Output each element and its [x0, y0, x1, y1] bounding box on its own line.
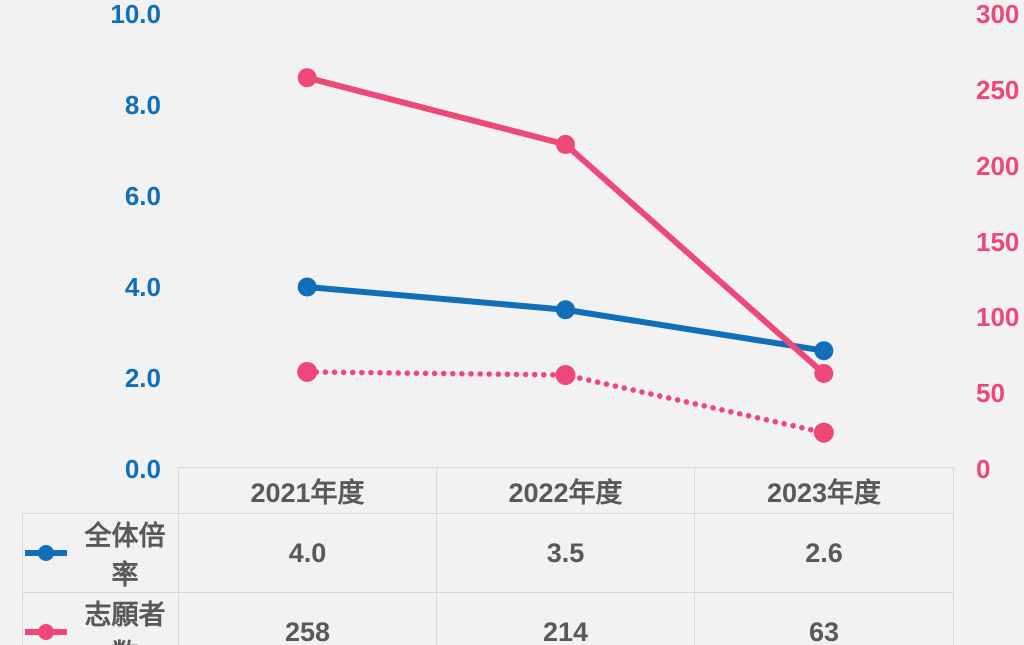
series-line [304, 369, 827, 436]
left-axis-tick-label: 6.0 [124, 181, 161, 211]
left-axis-tick-label: 8.0 [124, 90, 161, 120]
data-point-marker [556, 300, 575, 320]
series-label: 志願者数 [84, 600, 166, 645]
table-corner-cell [23, 468, 179, 514]
year-column-header: 2023年度 [694, 467, 954, 514]
left-axis-tick-label: 4.0 [124, 272, 161, 302]
series-line [306, 74, 826, 376]
right-axis-tick-label: 250 [976, 74, 1020, 105]
data-point-marker [297, 361, 318, 382]
table-header-row: 2021年度 2022年度 2023年度 [23, 467, 954, 514]
pink-solid-line-legend-icon [23, 622, 69, 642]
series-label: 全体倍率 [84, 521, 166, 590]
data-point-marker [556, 134, 575, 154]
right-axis-tick-label: 150 [976, 226, 1020, 257]
data-table: 2021年度 2022年度 2023年度 全体倍率 4.0 3.5 2.6 [22, 467, 954, 645]
table-row: 全体倍率 4.0 3.5 2.6 [22, 513, 954, 593]
left-axis-tick-label: 0.0 [124, 454, 161, 484]
table-value-cell: 258 [178, 592, 437, 645]
right-axis-tick-label: 300 [976, 0, 1020, 29]
table-value-cell: 63 [694, 592, 954, 645]
data-point-marker [297, 68, 317, 88]
data-point-marker [297, 277, 317, 297]
series-label-cell: 志願者数 [22, 592, 179, 645]
right-axis-tick-label: 100 [976, 302, 1020, 333]
right-axis-tick-label: 50 [976, 378, 1005, 409]
year-column-header: 2021年度 [178, 467, 437, 514]
table-value-cell: 214 [436, 592, 695, 645]
table-value-cell: 2.6 [694, 513, 954, 593]
table-value-cell: 4.0 [178, 513, 437, 593]
data-point-marker [814, 363, 834, 383]
table-row: 志願者数 258 214 63 [22, 592, 954, 645]
data-point-marker [813, 422, 834, 443]
right-axis-tick-label: 200 [976, 150, 1020, 181]
right-axis-tick-label: 0 [976, 454, 991, 484]
table-value-cell: 3.5 [436, 513, 695, 593]
series-label-cell: 全体倍率 [22, 513, 179, 593]
year-column-header: 2022年度 [436, 467, 695, 514]
left-axis-tick-label: 10.0 [110, 0, 161, 29]
left-axis-tick-label: 2.0 [124, 363, 161, 393]
data-point-marker [814, 341, 834, 361]
data-point-marker [555, 364, 576, 385]
blue-solid-line-legend-icon [23, 543, 69, 563]
